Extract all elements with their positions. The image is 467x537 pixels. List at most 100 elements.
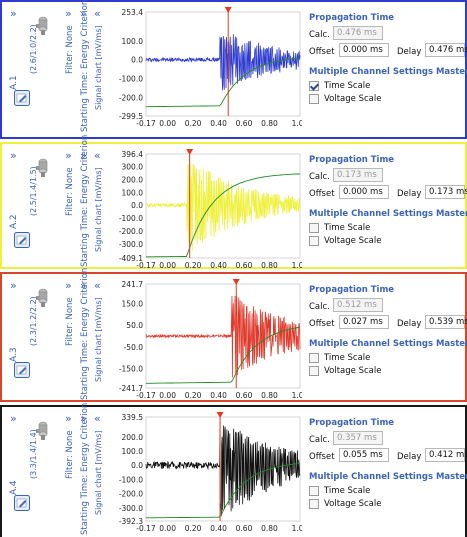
time-scale-checkbox[interactable]: [309, 223, 319, 233]
x-tick-label: 0.00: [159, 391, 176, 400]
offset-label: Offset: [309, 452, 335, 462]
collapse-chart-button[interactable]: «: [94, 7, 101, 20]
expand-filter-button[interactable]: »: [65, 149, 72, 162]
offset-field[interactable]: 0.027 ms: [339, 315, 389, 329]
collapse-chart-button[interactable]: «: [94, 149, 101, 162]
filter-label: Filter: None: [65, 25, 75, 74]
arrival-marker-handle[interactable]: [224, 7, 232, 13]
y-tick-label: -200.0: [119, 490, 143, 499]
expand-filter-button[interactable]: »: [65, 7, 72, 20]
x-tick-label: 0.20: [185, 524, 202, 533]
y-tick-label: 200.0: [122, 175, 144, 184]
expand-sidebar-button[interactable]: »: [10, 279, 17, 292]
offset-field[interactable]: 0.000 ms: [339, 43, 389, 57]
time-scale-label: Time Scale: [324, 353, 371, 363]
y-tick-label: -300.0: [119, 240, 143, 249]
delay-field[interactable]: 0.539 ms: [425, 315, 467, 329]
time-scale-checkbox[interactable]: [309, 353, 319, 363]
voltage-scale-label: Voltage Scale: [324, 366, 382, 376]
arrival-marker-handle[interactable]: [186, 149, 194, 155]
voltage-scale-label: Voltage Scale: [324, 499, 382, 509]
time-scale-label: Time Scale: [324, 223, 371, 233]
filter-label: Filter: None: [65, 297, 75, 346]
channel-panel: » » » « A.4 (3.3/1.4/1.4) Filter: None Starting…: [0, 403, 467, 537]
edit-icon[interactable]: [14, 362, 30, 378]
y-tick-label: -50.0: [124, 343, 144, 352]
calc-label: Calc.: [309, 172, 330, 182]
arrival-marker-handle[interactable]: [232, 279, 240, 285]
master-settings-header: Multiple Channel Settings Master: [309, 472, 467, 482]
filter-label: Filter: None: [65, 167, 75, 216]
x-tick-label: 0.80: [261, 119, 278, 128]
propagation-controls: Propagation Time Calc. 0.173 ms Offset 0.000…: [307, 144, 467, 272]
y-tick-label: 241.7: [122, 280, 144, 289]
time-scale-checkbox[interactable]: [309, 81, 319, 91]
expand-filter-button[interactable]: »: [65, 412, 72, 425]
delay-label: Delay: [397, 452, 422, 462]
channel-panel: » » » « A.1 (2.6/1.0/2.2) Filter: None Starting…: [0, 0, 467, 139]
offset-field[interactable]: 0.055 ms: [339, 448, 389, 462]
x-tick-label: 0.60: [236, 524, 253, 533]
x-tick-label: 0.00: [159, 524, 176, 533]
signal-chart: 241.7 150.0 50.0 -50.0 -150.0 -241.7-0.17 0.00…: [119, 279, 302, 400]
sensor-icon: [32, 16, 50, 36]
expand-starting-time-button[interactable]: »: [80, 149, 87, 162]
starting-time-label: Starting Time: Energy Criterion: [80, 134, 90, 267]
edit-icon[interactable]: [14, 495, 30, 511]
propagation-controls: Propagation Time Calc. 0.512 ms Offset 0.027…: [307, 274, 467, 402]
time-scale-label: Time Scale: [324, 486, 371, 496]
delay-field[interactable]: 0.476 ms: [425, 43, 467, 57]
time-scale-checkbox[interactable]: [309, 486, 319, 496]
channel-label: A.1: [9, 75, 19, 90]
expand-sidebar-button[interactable]: »: [10, 412, 17, 425]
y-tick-label: 396.4: [122, 150, 144, 159]
calc-label: Calc.: [309, 302, 330, 312]
delay-field[interactable]: 0.412 ms: [425, 448, 467, 462]
y-tick-label: -392.3: [119, 517, 143, 526]
calc-label: Calc.: [309, 30, 330, 40]
y-tick-label: 100.0: [122, 37, 144, 46]
signal-trace: [145, 34, 301, 91]
signal-chart: 253.4 100.0 0.0 -100.0 -200.0 -299.5-0.17 0.00…: [119, 7, 302, 128]
sensor-position: (2.3/1.2/2.2): [29, 296, 38, 346]
y-tick-label: -200.0: [119, 93, 143, 102]
edit-icon[interactable]: [14, 232, 30, 248]
arrival-marker-handle[interactable]: [216, 412, 224, 418]
filter-label: Filter: None: [65, 430, 75, 479]
offset-field[interactable]: 0.000 ms: [339, 185, 389, 199]
collapse-chart-button[interactable]: «: [94, 412, 101, 425]
expand-starting-time-button[interactable]: »: [80, 7, 87, 20]
propagation-time-header: Propagation Time: [309, 285, 395, 295]
calc-field: 0.476 ms: [333, 26, 383, 40]
edit-icon[interactable]: [14, 90, 30, 106]
voltage-scale-checkbox[interactable]: [309, 366, 319, 376]
delay-field[interactable]: 0.173 ms: [425, 185, 467, 199]
expand-filter-button[interactable]: »: [65, 279, 72, 292]
x-tick-label: 1.04: [292, 119, 302, 128]
expand-sidebar-button[interactable]: »: [10, 7, 17, 20]
signal-trace: [145, 425, 301, 517]
x-tick-label: 0.40: [210, 261, 227, 270]
collapse-chart-button[interactable]: «: [94, 279, 101, 292]
propagation-time-header: Propagation Time: [309, 13, 395, 23]
y-tick-label: 50.0: [126, 321, 143, 330]
expand-starting-time-button[interactable]: »: [80, 279, 87, 292]
expand-sidebar-button[interactable]: »: [10, 149, 17, 162]
x-tick-label: 0.00: [159, 261, 176, 270]
expand-starting-time-button[interactable]: »: [80, 412, 87, 425]
channel-label: A.4: [9, 480, 19, 495]
y-tick-label: -241.7: [119, 384, 143, 393]
plot-area: [145, 11, 301, 117]
voltage-scale-checkbox[interactable]: [309, 236, 319, 246]
voltage-scale-checkbox[interactable]: [309, 94, 319, 104]
y-tick-label: 339.5: [122, 413, 144, 422]
y-tick-label: 0.0: [131, 56, 143, 65]
energy-curve: [146, 57, 301, 108]
x-tick-label: 0.80: [261, 261, 278, 270]
propagation-controls: Propagation Time Calc. 0.476 ms Offset 0.000…: [307, 2, 467, 130]
plot-area: [145, 416, 301, 522]
y-tick-label: 0.0: [131, 461, 143, 470]
x-tick-label: -0.17: [136, 524, 156, 533]
sensor-icon: [32, 421, 50, 441]
voltage-scale-checkbox[interactable]: [309, 499, 319, 509]
